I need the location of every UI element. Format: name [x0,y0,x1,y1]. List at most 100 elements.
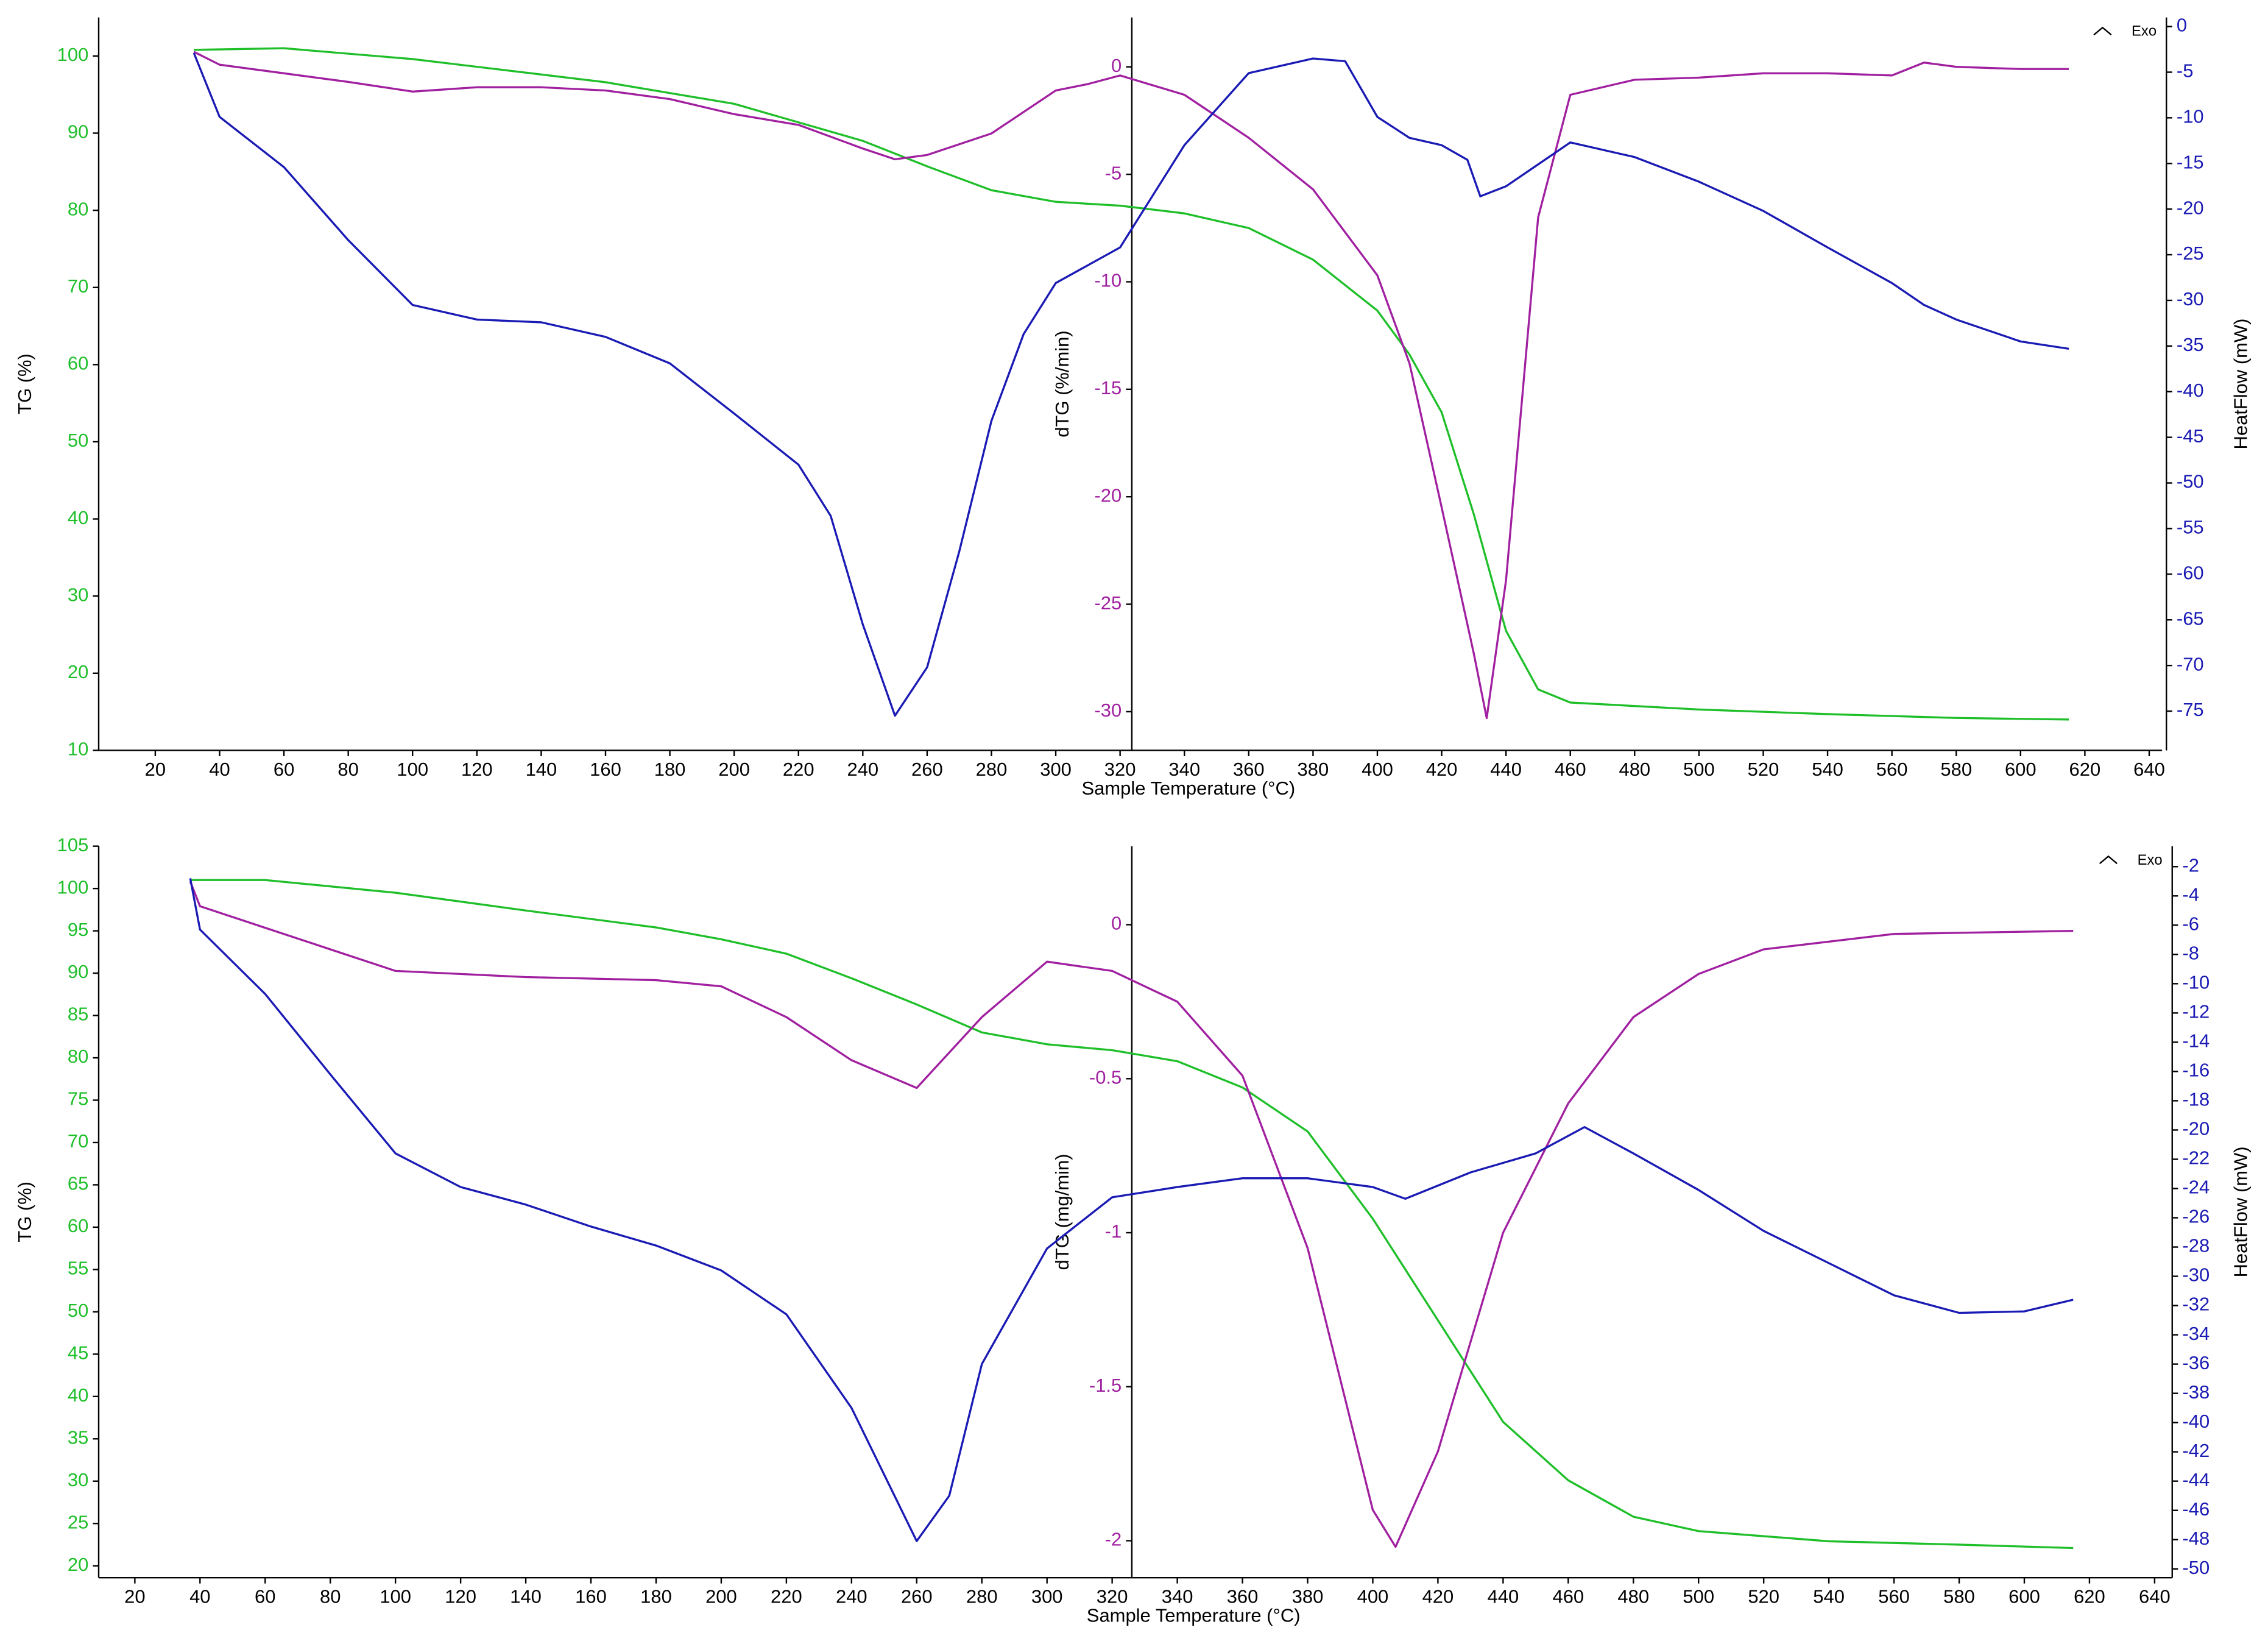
x-tick-label: 480 [1619,759,1650,780]
y3-tick-label: -16 [2182,1060,2210,1081]
y2-tick-label: -10 [1095,270,1122,291]
x-tick-label: 40 [209,759,230,780]
y3-tick-label: -10 [2177,106,2204,127]
y2-axis-label: dTG (%/min) [1051,330,1073,437]
y3-tick-label: -12 [2182,1001,2210,1022]
x-tick-label: 300 [1031,1586,1063,1607]
y3-tick-label: -30 [2182,1264,2210,1286]
y3-tick-label: -14 [2182,1030,2210,1052]
x-axis-label: Sample Temperature (°C) [1087,1605,1301,1626]
x-tick-label: 540 [1813,1586,1845,1607]
x-tick-label: 600 [2005,759,2037,780]
y-tick-label: 55 [68,1258,88,1279]
y3-tick-label: -38 [2182,1381,2210,1403]
x-tick-label: 640 [2133,759,2165,780]
y3-tick-label: -25 [2177,243,2204,264]
y2-tick-label: -15 [1095,377,1122,399]
y-tick-label: 80 [68,198,88,219]
x-tick-label: 360 [1233,759,1265,780]
x-tick-label: 500 [1683,759,1715,780]
exo-arrow [2099,855,2118,865]
x-tick-label: 200 [718,759,750,780]
x-tick-label: 80 [337,759,358,780]
data-line [194,47,2069,721]
y-axis-label: TG (%) [14,1182,35,1242]
y3-axis-label: HeatFlow (mW) [2230,1146,2251,1277]
y3-tick-label: -28 [2182,1235,2210,1256]
x-tick-label: 180 [640,1586,672,1607]
x-tick-label: 620 [2074,1586,2105,1607]
x-tick-label: 20 [124,1586,145,1607]
y-tick-label: 90 [68,961,88,982]
y3-tick-label: -30 [2177,288,2204,310]
x-tick-label: 140 [526,759,557,780]
y3-tick-label: -50 [2177,471,2204,492]
y3-tick-label: -2 [2182,854,2199,876]
x-tick-label: 120 [445,1586,476,1607]
x-tick-label: 440 [1490,759,1522,780]
y-tick-label: 20 [68,1554,88,1575]
y3-tick-label: -32 [2182,1294,2210,1315]
y3-tick-label: -15 [2177,151,2204,172]
y3-tick-label: -34 [2182,1323,2210,1344]
y3-tick-label: -8 [2182,943,2199,964]
x-tick-label: 120 [461,759,493,780]
x-tick-label: 60 [274,759,294,780]
x-tick-label: 180 [654,759,686,780]
x-tick-label: 400 [1357,1586,1389,1607]
x-tick-label: 280 [966,1586,998,1607]
x-tick-label: 420 [1422,1586,1454,1607]
y3-tick-label: -48 [2182,1528,2210,1549]
y3-tick-label: -65 [2177,608,2204,629]
x-tick-label: 200 [705,1586,737,1607]
y2-tick-label: 0 [1111,913,1122,934]
y-tick-label: 40 [68,507,88,528]
y-tick-label: 75 [68,1088,88,1110]
y-tick-label: 100 [57,44,89,65]
y3-tick-label: -24 [2182,1177,2210,1198]
y2-tick-label: -1.5 [1089,1375,1122,1396]
x-tick-label: 260 [911,759,943,780]
x-tick-label: 100 [380,1586,411,1607]
x-tick-label: 220 [771,1586,802,1607]
y-tick-label: 20 [68,661,88,682]
y3-tick-label: -26 [2182,1206,2210,1227]
y-tick-label: 70 [68,1130,88,1152]
y-tick-label: 70 [68,275,88,297]
y3-tick-label: 0 [2177,15,2187,36]
x-tick-label: 160 [590,759,621,780]
y3-tick-label: -18 [2182,1089,2210,1110]
y-tick-label: 65 [68,1173,88,1194]
y3-tick-label: -22 [2182,1147,2210,1169]
y-tick-label: 95 [68,919,88,940]
x-tick-label: 320 [1097,1586,1128,1607]
x-tick-label: 360 [1227,1586,1259,1607]
x-tick-label: 220 [783,759,814,780]
x-tick-label: 540 [1812,759,1843,780]
x-tick-label: 440 [1488,1586,1519,1607]
x-tick-label: 620 [2069,759,2101,780]
y3-tick-label: -4 [2182,884,2199,905]
y2-tick-label: -25 [1095,592,1122,614]
annotation: Exo [2138,852,2163,868]
x-tick-label: 560 [1876,759,1908,780]
y-tick-label: 85 [68,1004,88,1025]
y-tick-label: 50 [68,430,88,451]
data-line [193,52,2069,717]
y-tick-label: 30 [68,584,88,605]
x-tick-label: 580 [1940,759,1972,780]
x-tick-label: 600 [2008,1586,2040,1607]
exo-arrow [2093,26,2112,36]
y2-tick-label: -1 [1105,1221,1122,1242]
x-tick-label: 140 [510,1586,542,1607]
y2-tick-label: -2 [1105,1529,1122,1550]
x-tick-label: 520 [1748,1586,1779,1607]
x-tick-label: 240 [847,759,878,780]
x-tick-label: 280 [976,759,1008,780]
x-tick-label: 100 [397,759,428,780]
x-tick-label: 380 [1292,1586,1324,1607]
y3-tick-label: -60 [2177,562,2204,584]
x-tick-label: 160 [575,1586,607,1607]
x-tick-label: 480 [1617,1586,1649,1607]
